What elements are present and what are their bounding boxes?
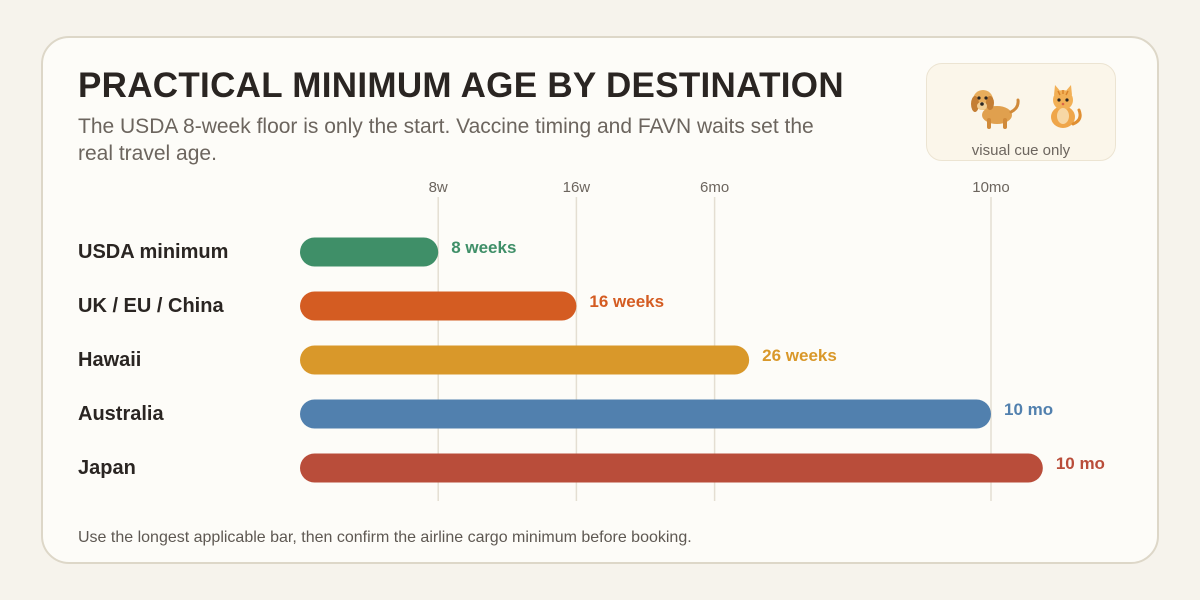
bar [300, 345, 750, 375]
category-label: UK / EU / China [78, 295, 224, 317]
visual-cue-label: visual cue only [971, 142, 1071, 159]
x-tick-label: 16w [563, 179, 591, 196]
bar [300, 453, 1043, 483]
bar [300, 237, 439, 267]
category-label: USDA minimum [78, 241, 228, 263]
x-tick-label: 6mo [700, 179, 729, 196]
value-label: 26 weeks [762, 346, 837, 365]
value-label: 10 mo [1004, 400, 1053, 419]
category-label: Hawaii [78, 349, 141, 371]
cat-icon [1051, 85, 1082, 128]
bar [300, 399, 991, 429]
category-label: Japan [78, 457, 136, 479]
dog-icon [971, 90, 1020, 129]
value-label: 16 weeks [589, 292, 664, 311]
footnote: Use the longest applicable bar, then con… [78, 529, 692, 546]
category-label: Australia [78, 403, 164, 425]
value-label: 10 mo [1056, 454, 1105, 473]
chart-title: PRACTICAL MINIMUM AGE BY DESTINATION [78, 66, 844, 105]
bar [300, 291, 577, 321]
visual-cue-box: visual cue only [926, 63, 1116, 161]
value-label: 8 weeks [451, 238, 516, 257]
chart-subtitle: The USDA 8-week floor is only the start.… [78, 115, 814, 165]
x-tick-label: 8w [429, 179, 448, 196]
x-tick-label: 10mo [972, 179, 1010, 196]
